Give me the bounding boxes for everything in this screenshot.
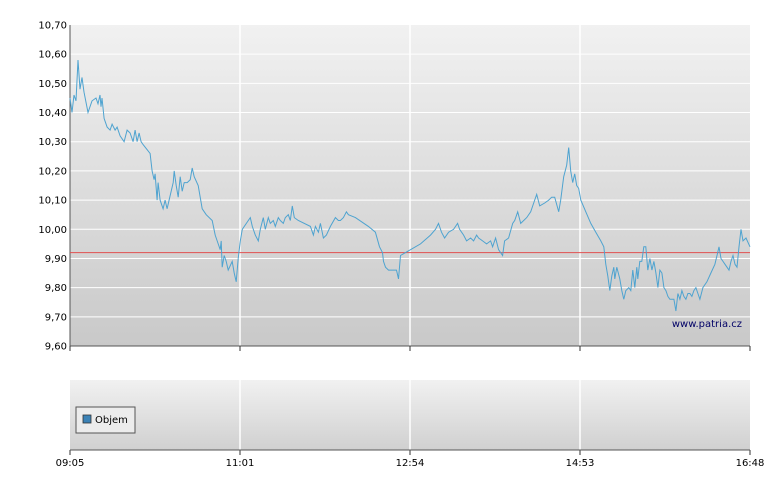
price-vertical-gridlines [239, 25, 581, 346]
x-tick-label: 11:01 [226, 458, 255, 469]
watermark: www.patria.cz [672, 319, 742, 330]
y-tick-label: 9,70 [45, 312, 67, 323]
y-tick-label: 10,50 [38, 79, 67, 90]
volume-vertical-gridlines [239, 380, 581, 450]
legend: Objem [75, 406, 136, 434]
x-tick-labels: 09:05 11:01 12:54 14:53 16:48 [56, 458, 765, 469]
y-tick-label: 9,60 [45, 342, 67, 353]
y-tick-label: 10,30 [38, 137, 67, 148]
y-tick-label: 9,80 [45, 283, 67, 294]
y-tick-label: 10,40 [38, 108, 67, 119]
price-panel: 10,70 10,60 10,50 10,40 10,30 10,20 10,10 10,00… [38, 21, 751, 455]
y-tick-label: 9,90 [45, 254, 67, 265]
x-tick-label: 16:48 [736, 458, 765, 469]
x-tick-label: 14:53 [566, 458, 595, 469]
y-tick-labels: 10,70 10,60 10,50 10,40 10,30 10,20 10,10 10,00… [38, 21, 67, 353]
x-tick-label: 09:05 [56, 458, 85, 469]
y-tick-label: 10,70 [38, 21, 67, 32]
legend-swatch [82, 414, 92, 424]
legend-label: Objem [95, 415, 128, 426]
y-tick-label: 10,00 [38, 225, 67, 236]
y-tick-label: 10,60 [38, 50, 67, 61]
y-tick-label: 10,10 [38, 196, 67, 207]
x-tick-marks [69, 346, 751, 455]
volume-panel: 09:05 11:01 12:54 14:53 16:48 Objem [56, 380, 765, 469]
y-tick-label: 10,20 [38, 166, 67, 177]
price-series-line [69, 59, 751, 312]
x-tick-label: 12:54 [396, 458, 425, 469]
